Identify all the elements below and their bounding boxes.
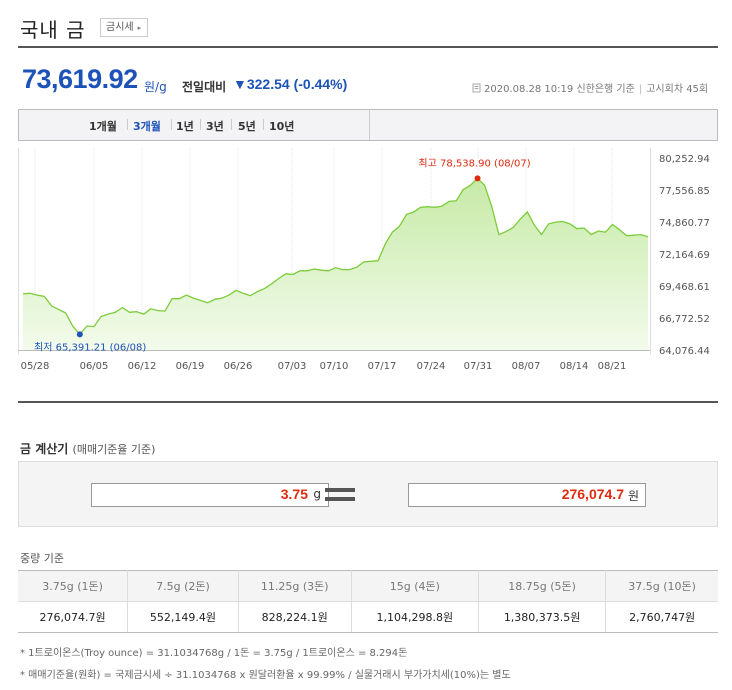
quote-round: 고시회차 45회	[646, 84, 709, 95]
x-tick-label: 07/31	[464, 361, 493, 372]
period-tabs: 1개월 3개월 1년 3년 5년 10년	[18, 109, 718, 141]
table-header: 11.25g (3돈)	[237, 570, 352, 602]
table-cell: 828,224.1원	[237, 601, 352, 633]
equals-icon	[325, 488, 355, 506]
tab-separator	[171, 119, 172, 130]
table-cell: 276,074.7원	[18, 601, 129, 633]
gold-price-button-label: 금시세	[106, 22, 134, 33]
y-tick-label: 64,076.44	[659, 346, 710, 357]
tab-5y[interactable]: 5년	[238, 120, 256, 133]
change-percent: (-0.44%)	[293, 76, 348, 92]
gold-price-button[interactable]: 금시세 ▸	[100, 18, 149, 37]
x-tick-label: 08/14	[560, 361, 589, 372]
weight-table-label: 중량 기준	[20, 552, 64, 565]
change-label: 전일대비	[182, 80, 227, 94]
calculator-subtitle: (매매기준율 기준)	[72, 443, 156, 456]
x-tick-label: 07/17	[368, 361, 397, 372]
tab-separator	[231, 119, 232, 130]
x-tick-label: 06/12	[128, 361, 157, 372]
table-header: 18.75g (5돈)	[477, 570, 607, 602]
change-value: ▼322.54 (-0.44%)	[233, 76, 347, 92]
y-tick-label: 74,860.77	[659, 218, 710, 229]
document-icon	[472, 83, 481, 93]
price-chart: 05/28 06/05 06/12 06/19 06/26 07/03 07/10 07/17…	[18, 148, 710, 372]
x-tick-label: 05/28	[21, 361, 50, 372]
y-tick-label: 80,252.94	[659, 154, 710, 165]
change-amount: 322.54	[246, 76, 290, 92]
tab-separator	[200, 119, 201, 130]
x-tick-label: 08/21	[598, 361, 627, 372]
high-point-marker	[474, 175, 481, 182]
y-tick-label: 66,772.52	[659, 314, 710, 325]
tab-1y[interactable]: 1년	[176, 120, 194, 133]
table-cell: 1,380,373.5원	[477, 601, 607, 633]
quote-source: 신한은행 기준	[576, 84, 635, 95]
gram-input-value[interactable]: 3.75	[280, 486, 308, 502]
y-tick-label: 72,164.69	[659, 250, 710, 261]
tab-separator	[263, 119, 264, 130]
current-price: 73,619.92	[22, 64, 138, 94]
footnote: * 1트로이온스(Troy ounce) = 31.1034768g / 1돈 …	[20, 648, 408, 659]
calculator-box: 3.75 g 276,074.7 원	[18, 461, 718, 527]
price-unit: 원/g	[144, 80, 167, 94]
table-header: 15g (4돈)	[350, 570, 479, 602]
header-divider	[18, 46, 718, 48]
tab-10y[interactable]: 10년	[269, 120, 295, 133]
chevron-right-icon: ▸	[137, 24, 142, 32]
quote-meta: 2020.08.28 10:19 신한은행 기준 | 고시회차 45회	[472, 80, 708, 95]
y-tick-label: 69,468.61	[659, 282, 710, 293]
x-tick-label: 06/05	[80, 361, 109, 372]
section-divider	[18, 401, 718, 403]
footnote: * 매매기준율(원화) = 국제금시세 ÷ 31.1034768 x 원달러환율…	[20, 670, 511, 681]
tab-3m[interactable]: 3개월	[133, 120, 161, 133]
tab-1m[interactable]: 1개월	[89, 120, 117, 133]
tab-separator	[127, 119, 128, 130]
table-header: 3.75g (1돈)	[18, 570, 129, 602]
x-tick-label: 06/19	[176, 361, 205, 372]
low-annotation: 최저 65,391.21 (06/08)	[34, 341, 146, 353]
table-header: 7.5g (2돈)	[127, 570, 239, 602]
won-input-value[interactable]: 276,074.7	[561, 486, 624, 502]
gram-unit: g	[313, 487, 321, 501]
won-unit: 원	[628, 489, 640, 503]
down-arrow-icon: ▼	[233, 76, 247, 92]
table-header-row: 3.75g (1돈) 7.5g (2돈) 11.25g (3돈) 15g (4돈…	[18, 570, 718, 602]
high-annotation: 최고 78,538.90 (08/07)	[418, 157, 530, 169]
x-tick-label: 07/24	[417, 361, 446, 372]
quote-datetime: 2020.08.28 10:19	[484, 84, 574, 95]
table-cell: 2,760,747원	[605, 601, 718, 633]
x-tick-label: 06/26	[224, 361, 253, 372]
calculator-title: 금 계산기 (매매기준율 기준)	[20, 440, 155, 457]
meta-separator: |	[638, 84, 643, 95]
x-tick-label: 08/07	[512, 361, 541, 372]
page-title: 국내 금	[20, 18, 86, 42]
x-tick-label: 07/10	[320, 361, 349, 372]
table-row: 276,074.7원 552,149.4원 828,224.1원 1,104,2…	[18, 601, 718, 633]
tab-3y[interactable]: 3년	[206, 120, 224, 133]
calculator-title-text: 금 계산기	[20, 442, 69, 456]
low-point-marker	[76, 331, 83, 338]
table-cell: 1,104,298.8원	[350, 601, 479, 633]
table-header: 37.5g (10돈)	[605, 570, 718, 602]
table-cell: 552,149.4원	[127, 601, 239, 633]
tabs-divider	[369, 110, 370, 140]
series-area	[23, 178, 648, 350]
weight-table: 3.75g (1돈) 7.5g (2돈) 11.25g (3돈) 15g (4돈…	[18, 570, 718, 633]
series-line	[22, 177, 649, 336]
won-input[interactable]: 276,074.7 원	[408, 483, 646, 507]
x-tick-label: 07/03	[278, 361, 307, 372]
gram-input[interactable]: 3.75 g	[91, 483, 329, 507]
y-tick-label: 77,556.85	[659, 186, 710, 197]
